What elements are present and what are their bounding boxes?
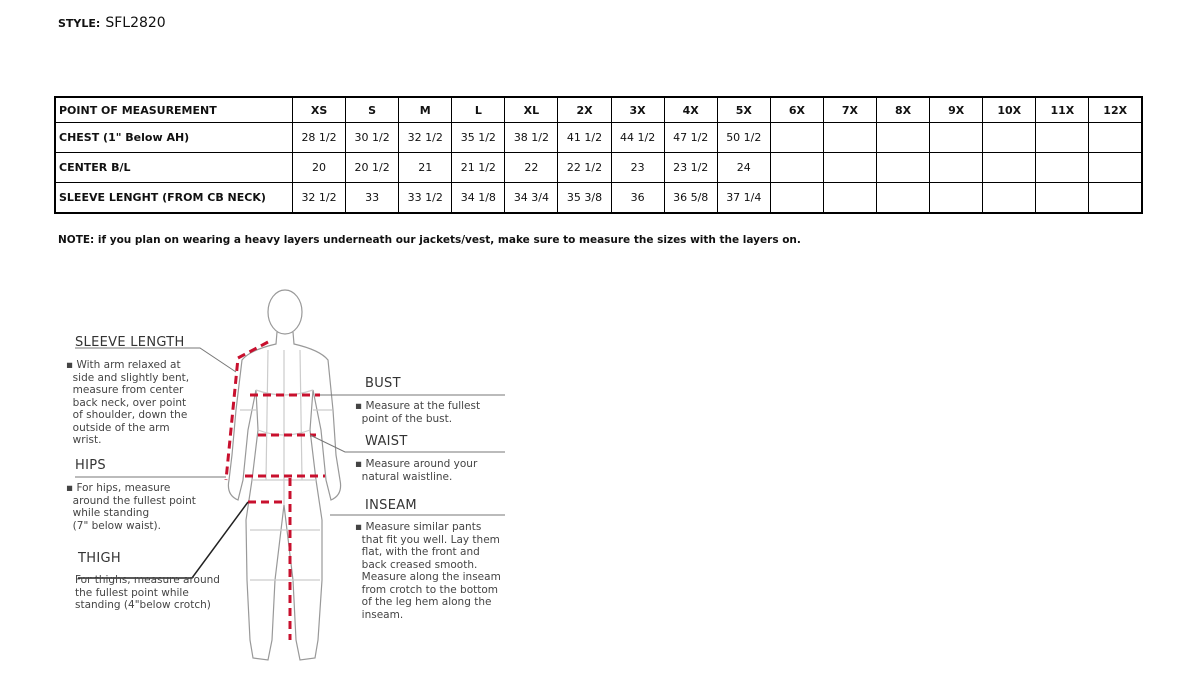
table-cell: 21 1/2 bbox=[451, 152, 506, 183]
table-header-cell: S bbox=[345, 96, 400, 123]
table-cell: 34 1/8 bbox=[451, 182, 506, 214]
table-cell bbox=[929, 122, 984, 153]
measurement-lines bbox=[224, 340, 325, 640]
leader-lines bbox=[75, 347, 505, 579]
table-cell: 21 bbox=[398, 152, 453, 183]
table-cell: 37 1/4 bbox=[716, 182, 771, 214]
table-cell bbox=[1088, 182, 1143, 214]
table-cell bbox=[876, 122, 931, 153]
table-cell: 32 1/2 bbox=[398, 122, 453, 153]
measurement-name-cell: CENTER B/L bbox=[54, 152, 293, 183]
table-cell bbox=[876, 152, 931, 183]
table-cell: 23 bbox=[610, 152, 665, 183]
table-cell: 38 1/2 bbox=[504, 122, 559, 153]
table-header-cell: 6X bbox=[769, 96, 824, 123]
bust-description: ▪ Measure at the fullest point of the bu… bbox=[355, 400, 481, 425]
measurement-name-cell: SLEEVE LENGHT (FROM CB NECK) bbox=[54, 182, 293, 214]
table-cell bbox=[769, 182, 824, 214]
table-cell: 35 3/8 bbox=[557, 182, 612, 214]
hips-description: ▪ For hips, measure around the fullest p… bbox=[66, 482, 196, 532]
note: NOTE: if you plan on wearing a heavy lay… bbox=[58, 234, 801, 246]
table-header-cell: L bbox=[451, 96, 506, 123]
table-cell: 47 1/2 bbox=[663, 122, 718, 153]
table-cell: 28 1/2 bbox=[291, 122, 347, 153]
table-header-row: POINT OF MEASUREMENT XS S M L XL 2X 3X 4X 5X 6X 7X 8… bbox=[54, 96, 1143, 123]
style-number: STYLE: SFL2820 bbox=[58, 15, 166, 31]
table-cell bbox=[822, 152, 878, 183]
table-row: SLEEVE LENGHT (FROM CB NECK) 32 1/2 33 33 1… bbox=[54, 182, 1143, 214]
thigh-description: For thighs, measure around the fullest p… bbox=[75, 574, 220, 611]
table-cell bbox=[982, 182, 1037, 214]
table-cell: 36 5/8 bbox=[663, 182, 718, 214]
table-cell bbox=[769, 152, 824, 183]
table-cell bbox=[876, 182, 931, 214]
sleeve-measure-line bbox=[224, 340, 269, 481]
table-header-cell: M bbox=[398, 96, 453, 123]
table-cell bbox=[1088, 122, 1143, 153]
style-label: STYLE: bbox=[58, 17, 101, 30]
sleeve-length-description: ▪ With arm relaxed at side and slightly … bbox=[66, 359, 190, 446]
style-value: SFL2820 bbox=[105, 15, 166, 31]
table-header-cell: 2X bbox=[557, 96, 612, 123]
table-cell: 20 bbox=[291, 152, 347, 183]
table-cell bbox=[769, 122, 824, 153]
table-cell: 32 1/2 bbox=[291, 182, 347, 214]
table-header-cell: 12X bbox=[1088, 96, 1143, 123]
table-cell: 33 bbox=[345, 182, 400, 214]
table-header-cell: POINT OF MEASUREMENT bbox=[54, 96, 293, 123]
table-cell: 34 3/4 bbox=[504, 182, 559, 214]
table-row: CHEST (1" Below AH) 28 1/2 30 1/2 32 1/2 35 … bbox=[54, 122, 1143, 153]
table-header-cell: XL bbox=[504, 96, 559, 123]
table-cell: 35 1/2 bbox=[451, 122, 506, 153]
table-header-cell: 8X bbox=[876, 96, 931, 123]
measurement-name-cell: CHEST (1" Below AH) bbox=[54, 122, 293, 153]
table-row: CENTER B/L 20 20 1/2 21 21 1/2 22 22 1/2 23 23 1… bbox=[54, 152, 1143, 183]
table-cell bbox=[1035, 122, 1090, 153]
table-cell: 22 1/2 bbox=[557, 152, 612, 183]
size-chart-table: POINT OF MEASUREMENT XS S M L XL 2X 3X 4X 5X 6X 7X 8… bbox=[54, 96, 1143, 214]
table-cell bbox=[822, 182, 878, 214]
table-header-cell: 7X bbox=[822, 96, 878, 123]
table-cell: 22 bbox=[504, 152, 559, 183]
waist-description: ▪ Measure around your natural waistline. bbox=[355, 458, 478, 483]
table-cell: 23 1/2 bbox=[663, 152, 718, 183]
table-cell bbox=[1035, 182, 1090, 214]
table-header-cell: 11X bbox=[1035, 96, 1090, 123]
waist-title: WAIST bbox=[365, 434, 408, 449]
hips-title: HIPS bbox=[75, 458, 106, 473]
table-cell bbox=[1088, 152, 1143, 183]
table-cell: 33 1/2 bbox=[398, 182, 453, 214]
body-figure-illustration bbox=[75, 289, 505, 661]
bust-title: BUST bbox=[365, 376, 401, 391]
table-cell bbox=[982, 152, 1037, 183]
table-cell bbox=[929, 182, 984, 214]
sleeve-length-title: SLEEVE LENGTH bbox=[75, 335, 185, 350]
table-cell: 44 1/2 bbox=[610, 122, 665, 153]
table-cell: 20 1/2 bbox=[345, 152, 400, 183]
inseam-title: INSEAM bbox=[365, 498, 417, 513]
inseam-description: ▪ Measure similar pants that fit you wel… bbox=[355, 521, 501, 621]
table-cell bbox=[1035, 152, 1090, 183]
table-cell: 24 bbox=[716, 152, 771, 183]
table-cell: 30 1/2 bbox=[345, 122, 400, 153]
table-header-cell: 9X bbox=[929, 96, 984, 123]
table-cell bbox=[982, 122, 1037, 153]
table-header-cell: 10X bbox=[982, 96, 1037, 123]
table-cell: 36 bbox=[610, 182, 665, 214]
table-header-cell: XS bbox=[291, 96, 347, 123]
table-header-cell: 5X bbox=[716, 96, 771, 123]
table-header-cell: 3X bbox=[610, 96, 665, 123]
table-cell bbox=[822, 122, 878, 153]
thigh-title: THIGH bbox=[78, 551, 121, 566]
table-cell bbox=[929, 152, 984, 183]
table-cell: 50 1/2 bbox=[716, 122, 771, 153]
table-cell: 41 1/2 bbox=[557, 122, 612, 153]
table-header-cell: 4X bbox=[663, 96, 718, 123]
body-outline bbox=[227, 289, 342, 661]
